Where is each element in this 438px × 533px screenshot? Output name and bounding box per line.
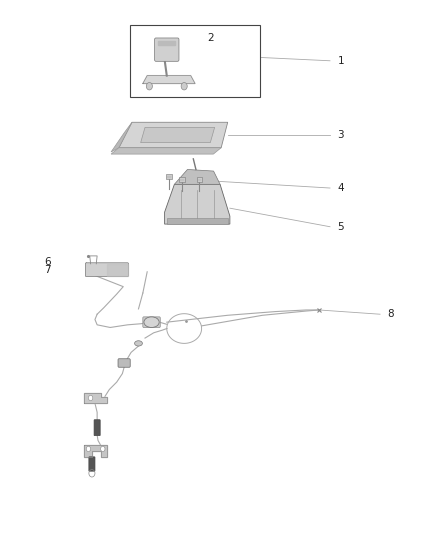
Text: 7: 7	[44, 265, 50, 274]
FancyBboxPatch shape	[85, 263, 128, 277]
Circle shape	[146, 83, 152, 90]
Polygon shape	[107, 264, 127, 276]
Bar	[130, 25, 260, 97]
Ellipse shape	[144, 317, 159, 327]
FancyBboxPatch shape	[89, 457, 95, 471]
Bar	[166, 174, 172, 179]
Bar	[197, 177, 202, 182]
Polygon shape	[84, 393, 107, 403]
Bar	[180, 177, 185, 182]
Polygon shape	[141, 127, 215, 143]
Text: 5: 5	[338, 222, 344, 232]
FancyBboxPatch shape	[118, 359, 130, 367]
Polygon shape	[143, 76, 195, 84]
Circle shape	[86, 446, 91, 451]
Polygon shape	[158, 41, 176, 45]
Ellipse shape	[134, 341, 142, 346]
Text: 1: 1	[338, 56, 344, 66]
Polygon shape	[119, 122, 228, 148]
Text: 4: 4	[338, 183, 344, 193]
Polygon shape	[84, 445, 107, 457]
Polygon shape	[167, 217, 228, 224]
Circle shape	[101, 446, 105, 451]
FancyBboxPatch shape	[155, 38, 179, 61]
Text: 6: 6	[44, 257, 50, 267]
Polygon shape	[111, 122, 132, 152]
Text: 2: 2	[208, 33, 214, 43]
Circle shape	[88, 395, 93, 401]
Polygon shape	[111, 148, 221, 154]
Polygon shape	[165, 184, 230, 224]
Polygon shape	[174, 169, 220, 184]
Text: 3: 3	[338, 130, 344, 140]
FancyBboxPatch shape	[94, 419, 100, 435]
Circle shape	[181, 83, 187, 90]
Text: 8: 8	[388, 309, 394, 319]
FancyBboxPatch shape	[143, 317, 160, 327]
